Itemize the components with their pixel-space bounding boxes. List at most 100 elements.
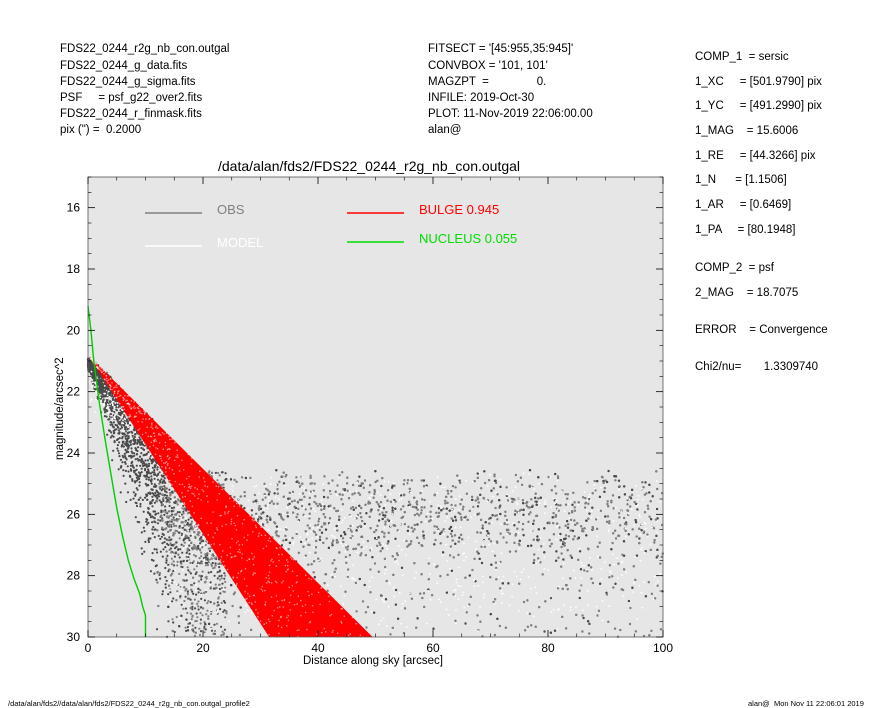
obs-point: [152, 516, 155, 519]
obs-point: [118, 437, 121, 440]
obs-point: [194, 626, 197, 629]
header-line: FDS22_0244_r2g_nb_con.outgal: [60, 43, 230, 55]
obs-point: [217, 596, 220, 599]
obs-point: [172, 621, 175, 624]
obs-point: [193, 582, 196, 585]
obs-point: [170, 514, 173, 518]
obs-point: [156, 496, 159, 499]
obs-point: [209, 586, 212, 589]
obs-point: [216, 601, 219, 604]
obs-point: [144, 540, 147, 544]
obs-point: [151, 488, 154, 491]
obs-point: [118, 455, 121, 458]
obs-point: [206, 602, 209, 605]
obs-point: [549, 597, 553, 600]
obs-point: [136, 488, 139, 491]
obs-point: [164, 583, 167, 586]
obs-point: [155, 489, 158, 492]
obs-point: [116, 403, 119, 406]
obs-point: [201, 570, 204, 573]
obs-point: [110, 421, 113, 424]
obs-point: [155, 512, 158, 516]
obs-point: [188, 552, 191, 556]
param-line: COMP_1 = sersic: [695, 51, 789, 63]
obs-point: [180, 603, 183, 606]
obs-point: [127, 445, 130, 449]
obs-point: [111, 397, 114, 400]
obs-point: [222, 599, 226, 603]
header-line: FDS22_0244_g_sigma.fits: [60, 76, 196, 88]
obs-point: [127, 435, 130, 438]
obs-point: [148, 462, 151, 465]
obs-point: [123, 433, 126, 436]
obs-point: [196, 602, 199, 606]
obs-point: [198, 557, 201, 560]
obs-point: [224, 580, 227, 584]
obs-point: [140, 452, 143, 455]
obs-point: [198, 574, 201, 577]
obs-point: [105, 415, 108, 418]
obs-point: [154, 473, 157, 476]
obs-point: [169, 591, 172, 594]
obs-point: [129, 498, 132, 501]
obs-point: [174, 552, 177, 555]
obs-point: [202, 539, 205, 543]
obs-point: [180, 532, 184, 535]
obs-point: [134, 438, 137, 442]
obs-point: [168, 548, 171, 552]
obs-point: [187, 569, 190, 572]
obs-point: [181, 551, 184, 554]
obs-point: [176, 564, 179, 567]
obs-point: [116, 438, 120, 441]
obs-point: [153, 494, 156, 497]
obs-point: [171, 600, 174, 603]
obs-point: [117, 429, 120, 432]
obs-point: [135, 487, 138, 490]
obs-point: [132, 439, 135, 442]
obs-point: [124, 428, 127, 431]
obs-point: [191, 584, 194, 587]
obs-point: [195, 571, 198, 574]
obs-point: [124, 469, 127, 472]
obs-point: [120, 426, 124, 429]
obs-point: [94, 388, 97, 391]
obs-point: [164, 586, 167, 589]
obs-point: [181, 507, 184, 510]
obs-point: [115, 428, 118, 431]
obs-point: [194, 545, 197, 548]
obs-point: [157, 492, 160, 495]
obs-point: [172, 531, 175, 535]
obs-point: [124, 461, 127, 464]
obs-point: [126, 465, 129, 468]
obs-point: [111, 434, 114, 437]
obs-point: [222, 610, 225, 613]
obs-point: [130, 447, 133, 450]
obs-point: [167, 499, 170, 502]
obs-point: [111, 425, 114, 428]
obs-point: [209, 601, 212, 604]
obs-point: [170, 538, 173, 541]
obs-point: [200, 606, 203, 609]
obs-point: [134, 458, 137, 461]
obs-point: [170, 557, 173, 560]
obs-point: [134, 493, 137, 496]
obs-point: [179, 548, 182, 551]
obs-point: [184, 607, 187, 610]
obs-point: [134, 494, 137, 497]
obs-point: [132, 466, 135, 469]
obs-point: [149, 514, 152, 517]
obs-point: [178, 525, 181, 528]
obs-point: [168, 504, 171, 508]
obs-point: [118, 432, 121, 435]
obs-point: [144, 482, 147, 485]
obs-point: [156, 473, 159, 476]
obs-point: [188, 539, 191, 542]
obs-point: [147, 521, 150, 524]
obs-point: [105, 402, 108, 405]
obs-point: [185, 588, 188, 591]
obs-point: [129, 439, 133, 442]
obs-point: [184, 537, 188, 540]
obs-point: [165, 559, 168, 562]
obs-point: [159, 550, 162, 553]
obs-point: [200, 551, 203, 554]
